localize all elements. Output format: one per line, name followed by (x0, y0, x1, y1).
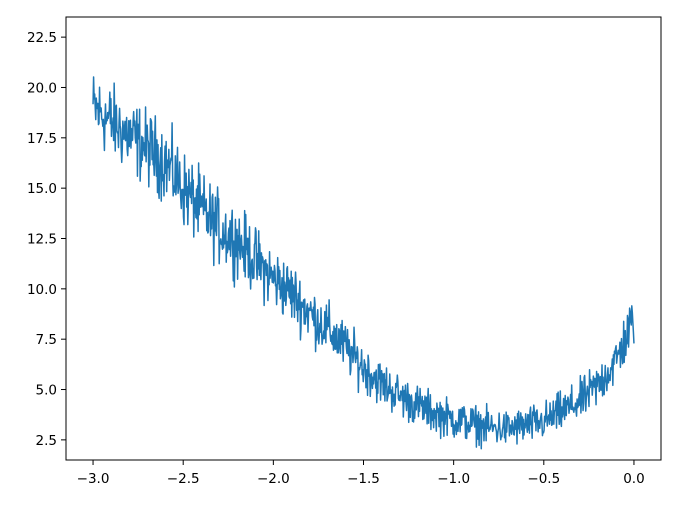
x-tick-label: 0.0 (623, 471, 644, 487)
x-tick-label: −0.5 (527, 471, 560, 487)
plot-area-background (66, 17, 661, 460)
y-tick-label: 12.5 (27, 232, 57, 248)
y-tick-label: 10.0 (27, 282, 57, 298)
x-tick-label: −1.5 (347, 471, 380, 487)
x-axis: −3.0 −2.5 −2.0 −1.5 −1.0 −0.5 0.0 (77, 460, 645, 487)
y-tick-label: 22.5 (27, 30, 57, 46)
y-axis: 2.5 5.0 7.5 10.0 12.5 15.0 17.5 20.0 22.5 (27, 30, 66, 449)
y-tick-label: 2.5 (36, 433, 57, 449)
series-group (92, 76, 635, 450)
y-tick-label: 7.5 (36, 332, 57, 348)
y-tick-label: 5.0 (36, 383, 57, 399)
y-tick-label: 17.5 (27, 131, 57, 147)
x-tick-label: −1.0 (437, 471, 470, 487)
series-line (92, 76, 635, 450)
x-tick-label: −2.0 (257, 471, 290, 487)
y-tick-label: 20.0 (27, 80, 57, 96)
y-tick-label: 15.0 (27, 181, 57, 197)
x-tick-label: −3.0 (77, 471, 110, 487)
x-tick-label: −2.5 (167, 471, 200, 487)
